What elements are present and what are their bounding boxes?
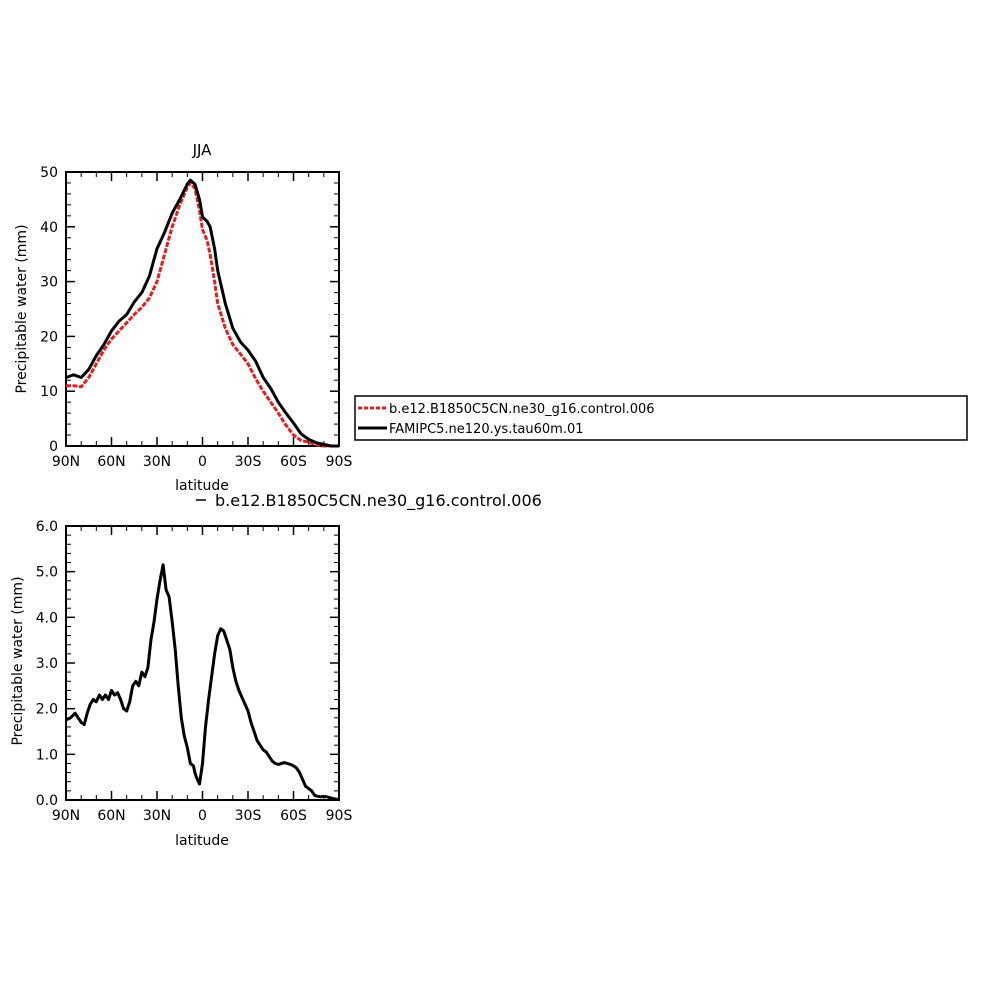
y-tick-label: 30	[40, 275, 58, 291]
x-tick-label: 90S	[326, 454, 353, 470]
y-tick-label: 0	[49, 439, 58, 455]
y-tick-label: 40	[40, 220, 58, 236]
y-tick-label: 20	[40, 329, 58, 345]
panel-subtitle: b.e12.B1850C5CN.ne30_g16.control.006	[215, 491, 542, 511]
y-tick-label: 3.0	[36, 656, 58, 672]
legend-label-control: b.e12.B1850C5CN.ne30_g16.control.006	[389, 402, 655, 417]
jja-panel: JJA Precipitable water (mm) latitude 90N…	[14, 141, 352, 494]
x-tick-label: 60S	[280, 454, 307, 470]
y-tick-label: 50	[40, 165, 58, 181]
x-tick-label: 90S	[326, 808, 353, 824]
difference-panel: b.e12.B1850C5CN.ne30_g16.control.006 Pre…	[10, 491, 542, 849]
x-tick-label: 90N	[52, 808, 80, 824]
x-tick-label: 60N	[97, 454, 125, 470]
x-tick-label: 60N	[97, 808, 125, 824]
y-axis-label: Precipitable water (mm)	[10, 576, 26, 745]
y-tick-label: 5.0	[36, 565, 58, 581]
legend-box	[354, 395, 968, 441]
x-tick-label: 60S	[280, 808, 307, 824]
series-line-famip	[65, 178, 339, 448]
x-tick-label: 30N	[143, 454, 171, 470]
x-tick-label: 30S	[235, 454, 262, 470]
y-tick-label: 6.0	[36, 519, 58, 535]
jja-plot-area: 90N 60N 30N 0 30S 60S 90S 0 10 20 30 40 50	[40, 165, 352, 470]
x-axis-label: latitude	[175, 478, 229, 494]
x-tick-label: 0	[198, 808, 207, 824]
x-tick-label: 30N	[143, 808, 171, 824]
legend: b.e12.B1850C5CN.ne30_g16.control.006 FAM…	[354, 395, 968, 441]
y-tick-label: 1.0	[36, 747, 58, 763]
series-line-difference	[65, 563, 340, 802]
x-tick-label: 30S	[235, 808, 262, 824]
y-tick-label: 2.0	[36, 702, 58, 718]
y-tick-label: 4.0	[36, 610, 58, 626]
y-tick-label: 0.0	[36, 793, 58, 809]
difference-plot-area: 90N 60N 30N 0 30S 60S 90S 0.0 1.0 2.0 3.0 4.0 5.0 6.0	[36, 519, 353, 824]
x-tick-label: 90N	[52, 454, 80, 470]
y-tick-label: 10	[40, 384, 58, 400]
x-tick-label: 0	[198, 454, 207, 470]
panel-title: JJA	[192, 141, 213, 159]
legend-label-famip: FAMIPC5.ne120.ys.tau60m.01	[389, 422, 584, 437]
series-line-control	[66, 181, 339, 448]
y-axis-label: Precipitable water (mm)	[14, 224, 30, 393]
x-axis-label: latitude	[175, 833, 229, 849]
